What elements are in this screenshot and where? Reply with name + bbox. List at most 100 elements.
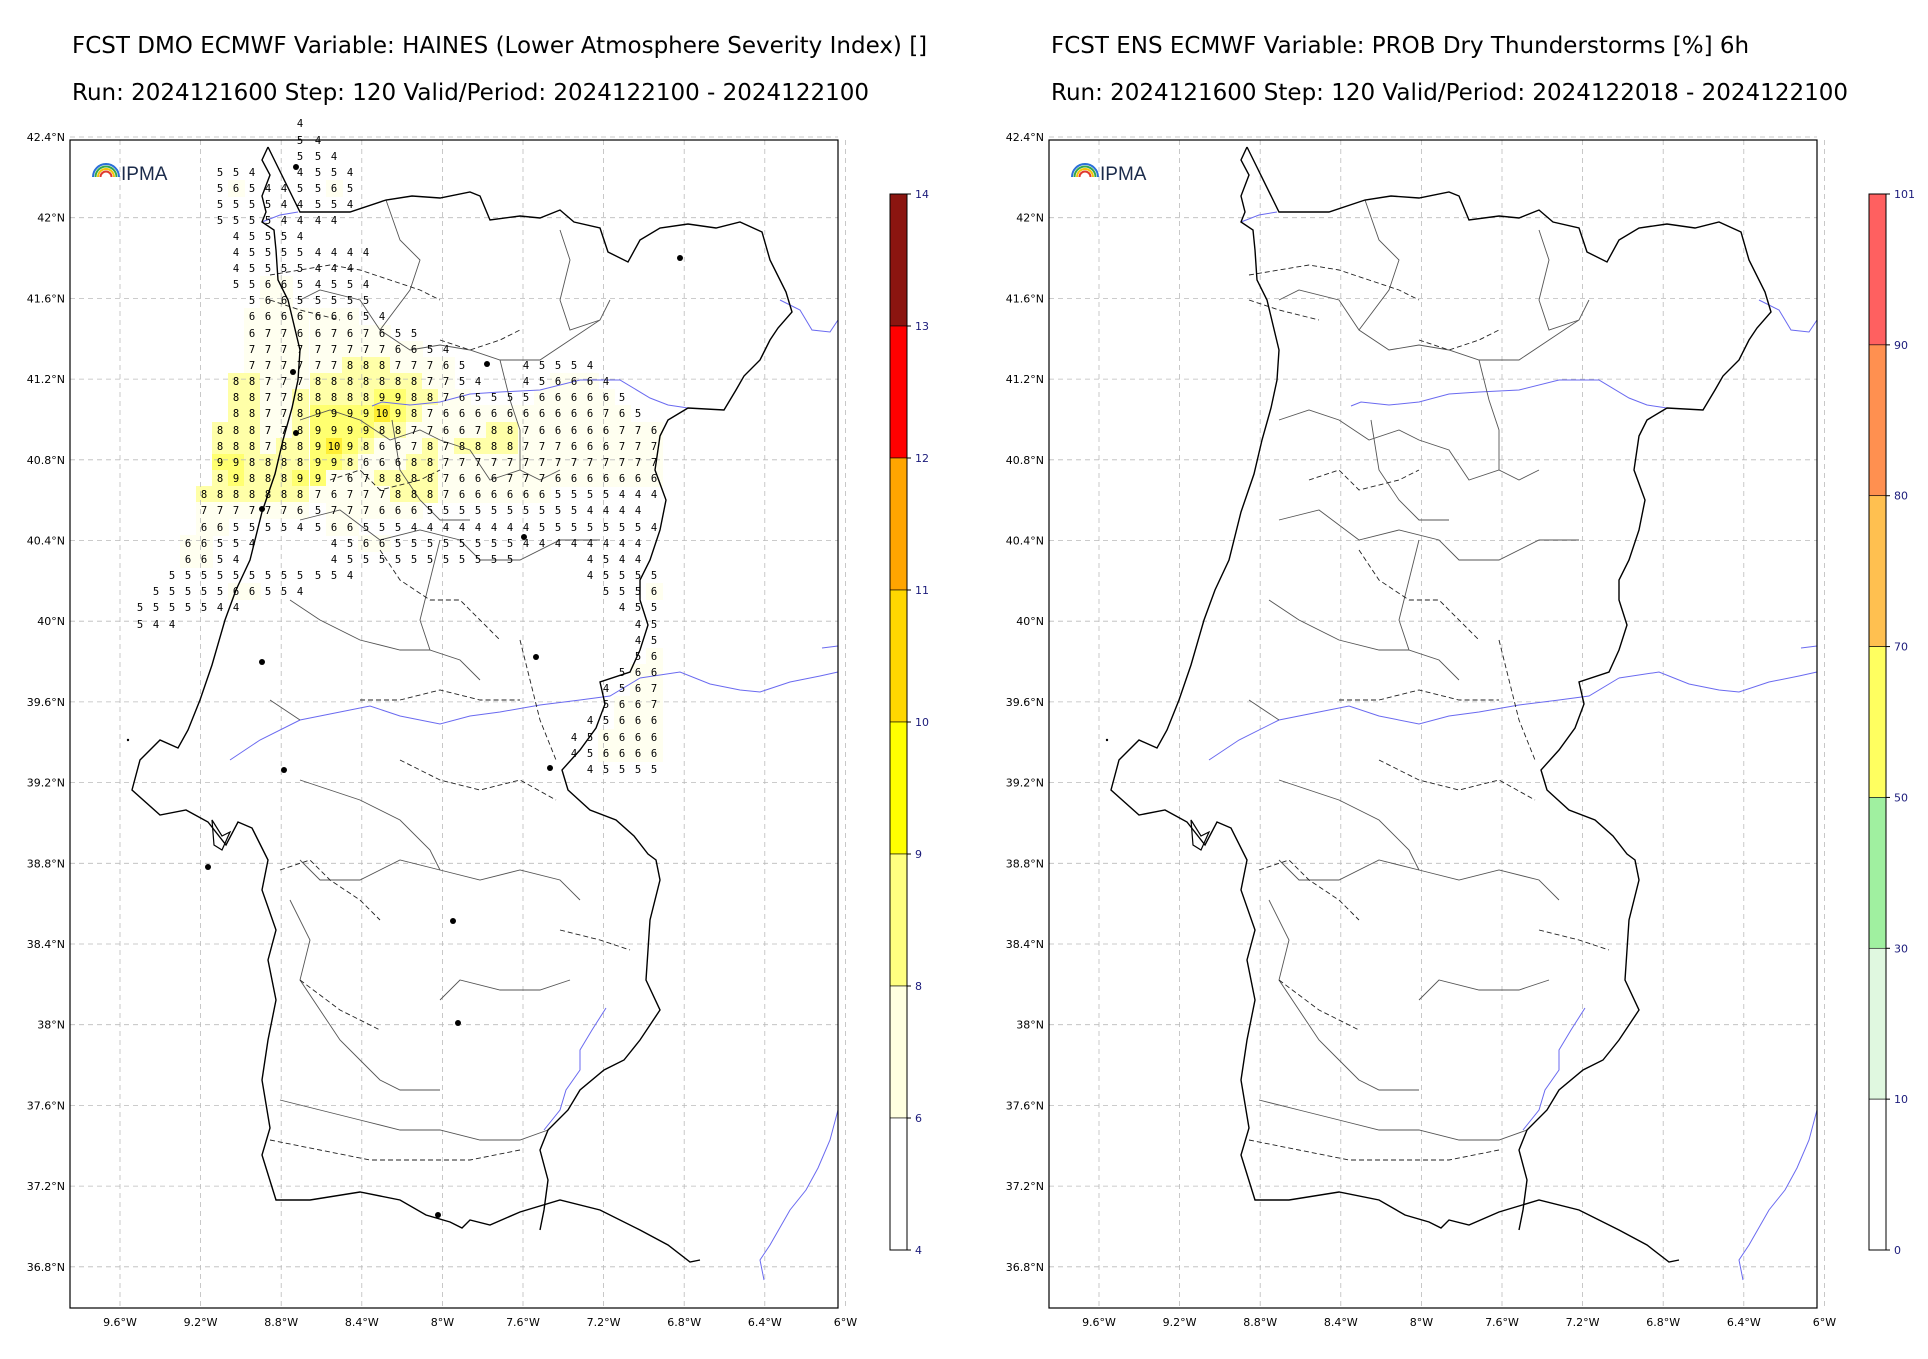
shade-cell <box>244 341 261 358</box>
haines-value: 6 <box>233 586 239 598</box>
river <box>1240 211 1278 223</box>
lon-label: 7.2°W <box>1566 1316 1600 1329</box>
haines-value: 4 <box>347 570 353 582</box>
shade-cell <box>550 470 567 487</box>
shade-cell <box>422 373 439 390</box>
haines-value: 6 <box>491 489 497 501</box>
district-border <box>289 899 440 1091</box>
haines-value: 8 <box>249 408 255 420</box>
haines-value: 9 <box>331 408 337 420</box>
haines-value: 6 <box>571 376 577 388</box>
district-border <box>1278 289 1590 361</box>
haines-value: 7 <box>281 360 287 372</box>
haines-value: 5 <box>153 586 159 598</box>
haines-value: 4 <box>523 360 529 372</box>
haines-value: 6 <box>315 311 321 323</box>
shade-cell <box>534 405 551 422</box>
haines-value: 8 <box>265 473 271 485</box>
haines-value: 6 <box>475 408 481 420</box>
haines-value: 4 <box>331 538 337 550</box>
haines-value: 4 <box>635 538 641 550</box>
shade-cell <box>292 486 309 503</box>
haines-value: 6 <box>603 732 609 744</box>
haines-value: 4 <box>411 522 417 534</box>
haines-value: 4 <box>331 247 337 259</box>
haines-value: 6 <box>523 489 529 501</box>
lat-label: 39.2°N <box>1006 777 1044 790</box>
haines-value: 7 <box>249 360 255 372</box>
haines-value: 5 <box>635 408 641 420</box>
shade-cell <box>406 405 423 422</box>
shade-cell <box>260 325 277 342</box>
haines-value: 7 <box>475 457 481 469</box>
haines-value: 5 <box>555 505 561 517</box>
municipal-border <box>519 639 557 761</box>
shade-cell <box>358 486 375 503</box>
haines-value: 6 <box>619 715 625 727</box>
haines-value: 8 <box>281 441 287 453</box>
haines-value: 7 <box>651 699 657 711</box>
shade-cell <box>486 438 503 455</box>
graticule: 42.4°N 42°N 41.6°N 41.2°N 40.8°N 40.4°N 40°N 39… <box>27 131 857 1329</box>
shade-cell <box>292 502 309 519</box>
haines-value: 7 <box>331 505 337 517</box>
haines-value: 4 <box>523 522 529 534</box>
haines-value: 5 <box>587 489 593 501</box>
shade-cell <box>390 373 407 390</box>
haines-value: 5 <box>233 538 239 550</box>
haines-value: 6 <box>603 473 609 485</box>
haines-value: 9 <box>315 408 321 420</box>
haines-value: 6 <box>347 311 353 323</box>
haines-value: 7 <box>443 441 449 453</box>
haines-value: 5 <box>249 215 255 227</box>
haines-value: 9 <box>331 425 337 437</box>
shade-cell <box>196 486 213 503</box>
shade-cell <box>260 422 277 439</box>
shade-cell <box>422 389 439 406</box>
haines-value: 6 <box>475 473 481 485</box>
lat-label: 39.6°N <box>1006 696 1044 709</box>
shade-cell <box>646 680 663 697</box>
map-area: 42.4°N 42°N 41.6°N 41.2°N 40.8°N 40.4°N 40°N 39… <box>1006 131 1836 1329</box>
shade-cell <box>614 438 631 455</box>
lat-label: 37.6°N <box>1006 1099 1044 1112</box>
shade-cell <box>326 341 343 358</box>
haines-value: 6 <box>395 441 401 453</box>
haines-value: 4 <box>587 715 593 727</box>
shade-cell <box>228 405 245 422</box>
city-marker <box>484 361 490 367</box>
river <box>229 677 641 761</box>
city-marker <box>281 767 287 773</box>
shade-cell <box>614 729 631 746</box>
haines-value: 4 <box>619 505 625 517</box>
haines-value: 7 <box>635 457 641 469</box>
haines-value: 5 <box>249 522 255 534</box>
shade-cell <box>260 389 277 406</box>
haines-value: 8 <box>411 408 417 420</box>
haines-value: 5 <box>347 183 353 195</box>
district-border <box>1278 409 1540 481</box>
shade-cell <box>212 502 229 519</box>
shade-cell <box>390 357 407 374</box>
haines-value: 7 <box>315 360 321 372</box>
shade-cell <box>276 373 293 390</box>
shade-cell <box>228 389 245 406</box>
haines-value: 5 <box>395 522 401 534</box>
haines-value: 5 <box>201 602 207 614</box>
lat-label: 36.8°N <box>27 1261 65 1274</box>
haines-value: 5 <box>249 279 255 291</box>
haines-value: 5 <box>555 360 561 372</box>
shade-cell <box>358 405 375 422</box>
haines-value: 9 <box>347 408 353 420</box>
haines-value: 8 <box>363 392 369 404</box>
shade-cell <box>566 389 583 406</box>
panel-title: FCST DMO ECMWF Variable: HAINES (Lower A… <box>72 33 928 59</box>
haines-value: 4 <box>331 215 337 227</box>
shade-cell <box>276 389 293 406</box>
colorbar-tick-label: 9 <box>915 848 922 861</box>
haines-value: 5 <box>379 554 385 566</box>
colorbar-segment <box>889 193 908 327</box>
haines-value: 6 <box>555 473 561 485</box>
shade-cell <box>582 422 599 439</box>
shade-cell <box>276 502 293 519</box>
